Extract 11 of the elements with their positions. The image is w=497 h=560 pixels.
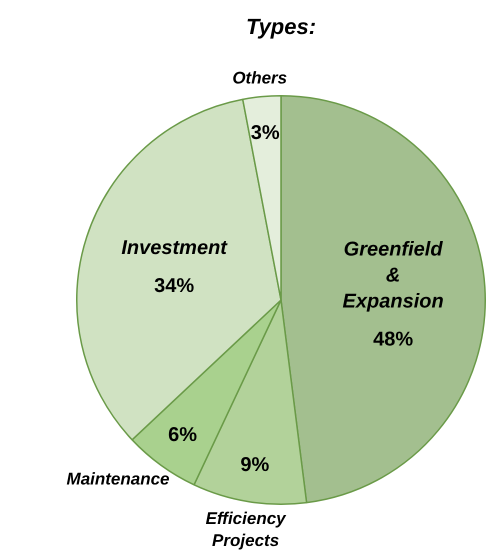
slice-label: Efficiency Projects [206, 509, 288, 550]
data-label: 48% [373, 328, 414, 350]
data-label: 34% [154, 274, 194, 297]
data-label: 3% [250, 122, 280, 144]
data-label: 9% [240, 454, 270, 476]
slice-label: Investment [121, 236, 228, 259]
data-label: 6% [168, 424, 198, 446]
chart-title: Types: [246, 14, 316, 40]
slice-label: Others [232, 68, 288, 88]
slice-label: Greenfield & Expansion [342, 238, 444, 312]
slice-label: Maintenance [66, 469, 170, 488]
